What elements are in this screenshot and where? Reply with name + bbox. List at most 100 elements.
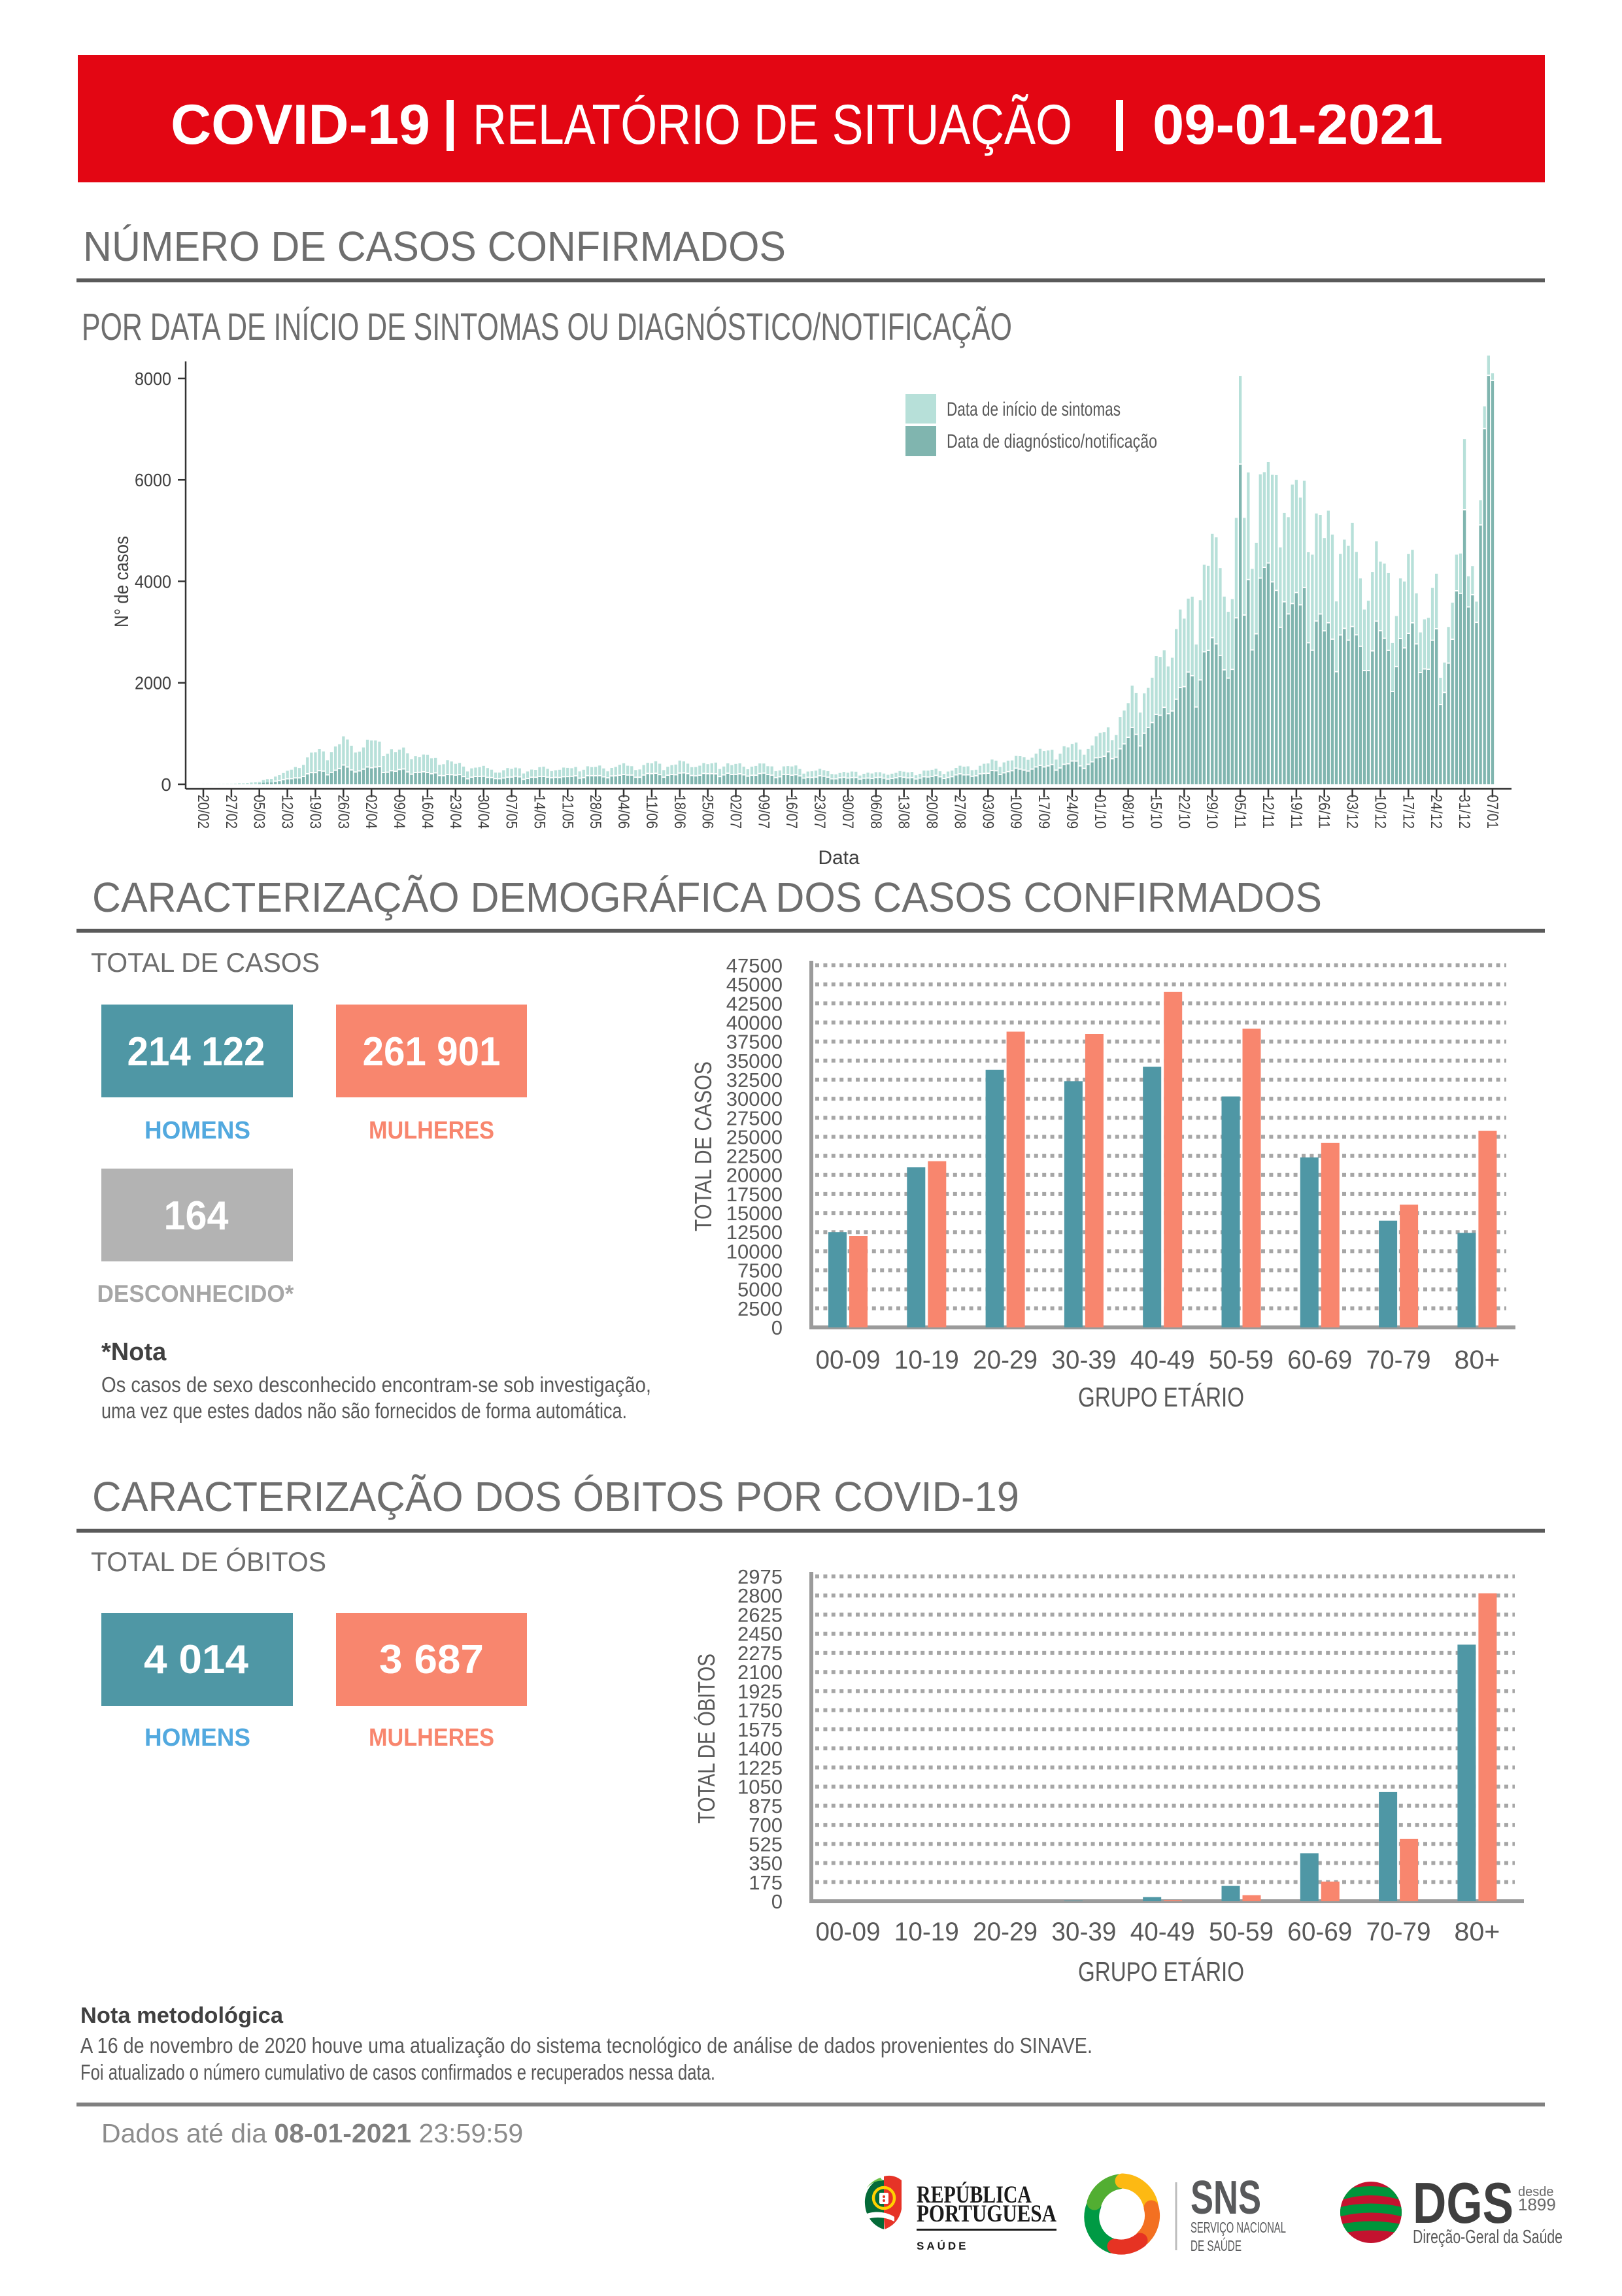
- svg-text:04/06: 04/06: [615, 795, 632, 829]
- svg-text:15/10: 15/10: [1147, 795, 1165, 829]
- svg-text:27/02: 27/02: [222, 795, 240, 829]
- svg-text:60-69: 60-69: [1287, 1918, 1352, 1946]
- svg-text:08/10: 08/10: [1119, 795, 1137, 829]
- svg-text:09-01-2021: 09-01-2021: [1153, 93, 1443, 156]
- svg-text:26/11: 26/11: [1315, 795, 1333, 829]
- svg-text:30/04: 30/04: [475, 795, 492, 829]
- svg-text:8000: 8000: [135, 369, 171, 389]
- svg-text:0: 0: [771, 1316, 783, 1339]
- svg-text:18/06: 18/06: [671, 795, 688, 829]
- svg-text:22/10: 22/10: [1175, 795, 1192, 829]
- svg-text:6000: 6000: [135, 470, 171, 490]
- svg-text:COVID-19: COVID-19: [171, 93, 430, 156]
- svg-text:28/05: 28/05: [586, 795, 604, 829]
- svg-text:80+: 80+: [1454, 1346, 1500, 1374]
- svg-text:GRUPO ETÁRIO: GRUPO ETÁRIO: [1078, 1956, 1244, 1987]
- svg-text:4000: 4000: [135, 571, 171, 591]
- svg-text:09/04: 09/04: [390, 795, 408, 829]
- svg-text:02/04: 02/04: [362, 795, 380, 829]
- svg-text:00-09: 00-09: [816, 1918, 881, 1946]
- svg-text:Os casos de sexo desconhecido: Os casos de sexo desconhecido encontram-…: [101, 1373, 651, 1397]
- svg-text:4 014: 4 014: [144, 1637, 249, 1682]
- svg-text:*Nota: *Nota: [101, 1339, 167, 1366]
- svg-text:20/02: 20/02: [194, 795, 212, 829]
- svg-text:30-39: 30-39: [1051, 1918, 1116, 1946]
- svg-text:10/12: 10/12: [1372, 795, 1389, 829]
- svg-text:0: 0: [771, 1890, 783, 1913]
- svg-text:19/11: 19/11: [1287, 795, 1305, 829]
- svg-text:2000: 2000: [135, 673, 171, 693]
- svg-text:SNS: SNS: [1191, 2172, 1261, 2224]
- svg-text:09/07: 09/07: [754, 795, 772, 829]
- svg-text:2975: 2975: [737, 1565, 783, 1588]
- svg-text:05/11: 05/11: [1231, 795, 1249, 829]
- svg-text:20-29: 20-29: [973, 1346, 1038, 1374]
- svg-text:40-49: 40-49: [1130, 1918, 1195, 1946]
- svg-text:214 122: 214 122: [127, 1029, 265, 1074]
- svg-text:19/03: 19/03: [307, 795, 324, 829]
- svg-text:27/08: 27/08: [951, 795, 968, 829]
- svg-text:31/12: 31/12: [1455, 795, 1473, 829]
- svg-text:uma vez que estes dados não sã: uma vez que estes dados não são fornecid…: [101, 1399, 627, 1423]
- svg-text:TOTAL DE CASOS: TOTAL DE CASOS: [690, 1061, 717, 1231]
- svg-text:50-59: 50-59: [1209, 1918, 1274, 1946]
- svg-text:10/09: 10/09: [1007, 795, 1024, 829]
- svg-text:Direção-Geral da Saúde: Direção-Geral da Saúde: [1413, 2227, 1563, 2248]
- svg-text:21/05: 21/05: [558, 795, 576, 829]
- svg-text:23/07: 23/07: [811, 795, 828, 829]
- svg-text:NÚMERO DE CASOS CONFIRMADOS: NÚMERO DE CASOS CONFIRMADOS: [83, 223, 786, 270]
- svg-text:164: 164: [164, 1193, 229, 1239]
- svg-text:47500: 47500: [726, 954, 783, 977]
- svg-text:60-69: 60-69: [1287, 1346, 1352, 1374]
- svg-text:11/06: 11/06: [643, 795, 660, 829]
- svg-text:DE SAÚDE: DE SAÚDE: [1191, 2237, 1242, 2254]
- svg-text:TOTAL DE CASOS: TOTAL DE CASOS: [91, 947, 320, 978]
- svg-text:26/03: 26/03: [334, 795, 352, 829]
- svg-text:70-79: 70-79: [1366, 1346, 1431, 1374]
- svg-text:POR DATA DE INÍCIO DE SINTOMAS: POR DATA DE INÍCIO DE SINTOMAS OU DIAGNÓ…: [82, 306, 1012, 348]
- svg-text:17/09: 17/09: [1035, 795, 1053, 829]
- svg-text:24/12: 24/12: [1427, 795, 1445, 829]
- svg-text:14/05: 14/05: [530, 795, 548, 829]
- svg-text:12/03: 12/03: [279, 795, 296, 829]
- svg-text:Data: Data: [818, 847, 860, 869]
- svg-text:MULHERES: MULHERES: [369, 1724, 494, 1752]
- svg-text:0: 0: [161, 774, 171, 795]
- svg-text:70-79: 70-79: [1366, 1918, 1431, 1946]
- svg-text:261 901: 261 901: [363, 1029, 501, 1074]
- svg-text:1899: 1899: [1518, 2195, 1556, 2214]
- svg-text:3 687: 3 687: [379, 1637, 484, 1682]
- svg-text:30/07: 30/07: [839, 795, 856, 829]
- svg-text:24/09: 24/09: [1063, 795, 1081, 829]
- svg-text:Dados até dia 08-01-2021 23:59: Dados até dia 08-01-2021 23:59:59: [101, 2118, 523, 2148]
- svg-text:CARACTERIZAÇÃO DOS ÓBITOS POR: CARACTERIZAÇÃO DOS ÓBITOS POR COVID-19: [92, 1473, 1019, 1520]
- svg-text:30-39: 30-39: [1051, 1346, 1116, 1374]
- svg-text:03/09: 03/09: [979, 795, 996, 829]
- svg-text:06/08: 06/08: [867, 795, 885, 829]
- svg-text:DESCONHECIDO*: DESCONHECIDO*: [97, 1280, 295, 1307]
- svg-text:00-09: 00-09: [816, 1346, 881, 1374]
- svg-text:CARACTERIZAÇÃO DEMOGRÁFICA DOS: CARACTERIZAÇÃO DEMOGRÁFICA DOS CASOS CON…: [92, 874, 1322, 921]
- svg-text:25/06: 25/06: [699, 795, 717, 829]
- svg-text:07/05: 07/05: [503, 795, 520, 829]
- svg-text:RELATÓRIO DE SITUAÇÃO: RELATÓRIO DE SITUAÇÃO: [473, 93, 1072, 156]
- svg-text:03/12: 03/12: [1343, 795, 1361, 829]
- svg-text:07/01: 07/01: [1483, 795, 1501, 829]
- svg-text:17/12: 17/12: [1399, 795, 1417, 829]
- svg-text:10-19: 10-19: [894, 1346, 959, 1374]
- svg-text:A 16 de novembro de 2020 houve: A 16 de novembro de 2020 houve uma atual…: [80, 2033, 1092, 2057]
- svg-text:29/10: 29/10: [1203, 795, 1221, 829]
- svg-text:Foi atualizado o número cumula: Foi atualizado o número cumulativo de ca…: [80, 2060, 715, 2084]
- svg-text:Data de diagnóstico/notificaçã: Data de diagnóstico/notificação: [947, 431, 1157, 452]
- svg-text:13/08: 13/08: [895, 795, 913, 829]
- svg-text:02/07: 02/07: [727, 795, 745, 829]
- svg-text:05/03: 05/03: [250, 795, 268, 829]
- svg-text:20-29: 20-29: [973, 1918, 1038, 1946]
- svg-text:MULHERES: MULHERES: [369, 1117, 494, 1144]
- svg-text:Nota metodológica: Nota metodológica: [80, 2003, 284, 2028]
- svg-text:HOMENS: HOMENS: [144, 1724, 250, 1752]
- svg-text:40-49: 40-49: [1130, 1346, 1195, 1374]
- svg-text:80+: 80+: [1454, 1918, 1500, 1946]
- svg-text:12/11: 12/11: [1259, 795, 1277, 829]
- svg-text:GRUPO ETÁRIO: GRUPO ETÁRIO: [1078, 1382, 1244, 1412]
